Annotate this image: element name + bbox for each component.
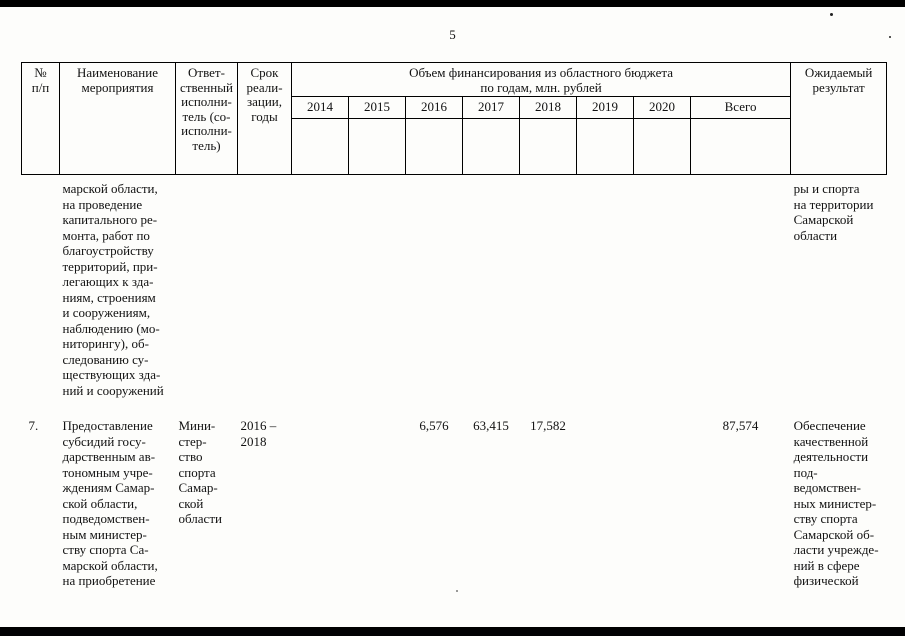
- cell-value-2020: [634, 398, 691, 589]
- table-header: № п/п Наименование мероприятия Ответ- ст…: [21, 62, 888, 175]
- cell-value-2020: [634, 175, 691, 399]
- cell-value-2014: [292, 175, 349, 399]
- header-cell-num: № п/п: [21, 62, 60, 175]
- header-cell-year-2020: 2020: [633, 96, 691, 119]
- scan-speck: [889, 36, 891, 38]
- header-spacer-cell: [633, 118, 691, 175]
- scan-speck: [456, 590, 458, 592]
- header-cell-year-2016: 2016: [405, 96, 463, 119]
- cell-value-2014: [292, 398, 349, 589]
- header-spacer-cell: [462, 118, 520, 175]
- table-body: марской области, на проведение капитальн…: [22, 175, 887, 589]
- cell-value-2016: [406, 175, 463, 399]
- scan-speck: [830, 13, 833, 16]
- header-cell-financing-group: Объем финансирования из областного бюдже…: [290, 62, 792, 97]
- cell-num: [22, 175, 60, 399]
- cell-expected-result: Обеспечение качественной деятельности по…: [793, 418, 879, 588]
- financing-table: № п/п Наименование мероприятия Ответ- ст…: [21, 62, 888, 589]
- cell-value-2016: 6,576: [419, 418, 449, 433]
- cell-period: [238, 175, 292, 399]
- table-row: марской области, на проведение капитальн…: [22, 175, 887, 399]
- cell-period: 2016 – 2018: [240, 418, 277, 449]
- header-cell-year-2019: 2019: [576, 96, 634, 119]
- cell-value-2015: [349, 398, 406, 589]
- header-cell-year-2017: 2017: [462, 96, 520, 119]
- cell-executor: Мини- стер- ство спорта Самар- ской обла…: [178, 418, 222, 526]
- cell-value-total: [691, 175, 791, 399]
- cell-expected-result: ры и спорта на территории Самарской обла…: [793, 181, 874, 243]
- scan-artifact-top-bar: [0, 0, 905, 7]
- header-spacer-cell: [348, 118, 406, 175]
- cell-value-total: 87,574: [722, 418, 759, 433]
- cell-activity-name: марской области, на проведение капитальн…: [62, 181, 164, 398]
- header-spacer-cell: [576, 118, 634, 175]
- table-row: 7. Предоставление субсидий госу- дарстве…: [22, 398, 887, 589]
- header-spacer-cell: [519, 118, 577, 175]
- cell-value-2019: [577, 175, 634, 399]
- cell-value-2017: [463, 175, 520, 399]
- cell-value-2018: [520, 175, 577, 399]
- cell-activity-name: Предоставление субсидий госу- дарственны…: [62, 418, 158, 588]
- header-spacer-cell: [291, 118, 349, 175]
- header-cell-year-2014: 2014: [291, 96, 349, 119]
- page-number: 5: [449, 27, 456, 42]
- header-spacer-cell: [689, 118, 792, 175]
- cell-value-2019: [577, 398, 634, 589]
- cell-num: 7.: [28, 418, 39, 433]
- header-cell-period: Срок реали- зации, годы: [237, 62, 292, 175]
- header-cell-total: Всего: [689, 96, 792, 119]
- scan-artifact-bottom-bar: [0, 627, 905, 636]
- header-cell-year-2015: 2015: [348, 96, 406, 119]
- header-cell-expected-result: Ожидаемый результат: [790, 62, 888, 175]
- header-cell-executor: Ответ- ственный исполни- тель (со- испол…: [175, 62, 238, 175]
- header-spacer-cell: [405, 118, 463, 175]
- header-cell-year-2018: 2018: [519, 96, 577, 119]
- cell-value-2015: [349, 175, 406, 399]
- cell-executor: [176, 175, 238, 399]
- header-cell-activity: Наименование мероприятия: [59, 62, 176, 175]
- cell-value-2018: 17,582: [530, 418, 566, 433]
- cell-value-2017: 63,415: [473, 418, 509, 433]
